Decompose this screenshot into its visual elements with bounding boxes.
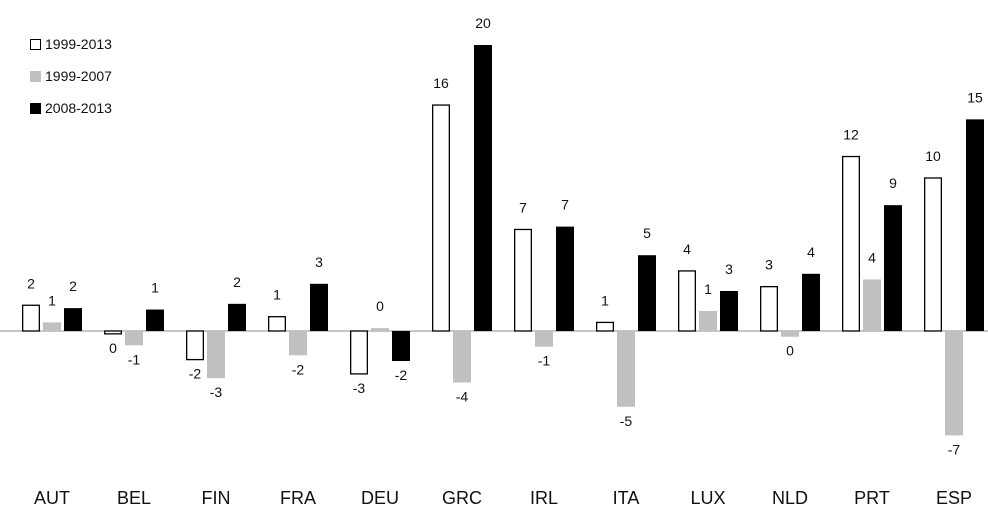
bar-grc-2008-2013 [474, 45, 492, 331]
bar-irl-1999-2013 [514, 228, 533, 332]
data-label-aut-2008-2013: 2 [69, 278, 77, 294]
category-label-irl: IRL [530, 488, 558, 508]
bar-fin-1999-2013 [185, 330, 204, 361]
bar-bel-1999-2013 [104, 330, 123, 335]
data-label-ita-1999-2007: -5 [620, 413, 633, 429]
bar-ita-1999-2013 [596, 321, 615, 332]
data-label-prt-1999-2013: 12 [843, 127, 859, 143]
bar-fin-2008-2013 [228, 303, 246, 331]
data-label-irl-2008-2013: 7 [561, 197, 569, 213]
bar-bel-1999-2007 [125, 331, 143, 346]
data-label-esp-1999-2007: -7 [948, 441, 961, 457]
category-label-bel: BEL [117, 488, 151, 508]
legend-swatch-1999-2013 [30, 38, 41, 50]
bar-esp-1999-2007 [945, 331, 963, 436]
bar-lux-1999-2007 [699, 310, 717, 331]
data-label-fra-1999-2007: -2 [292, 361, 305, 377]
bar-nld-2008-2013 [802, 273, 820, 331]
legend-swatch-2008-2013 [30, 102, 41, 114]
legend-item-2008-2013: 2008-2013 [30, 100, 112, 116]
bar-aut-1999-2013 [21, 304, 41, 332]
data-label-fra-2008-2013: 3 [315, 254, 323, 270]
data-label-prt-2008-2013: 9 [889, 175, 897, 191]
data-label-deu-1999-2013: -3 [353, 380, 366, 396]
category-label-nld: NLD [772, 488, 808, 508]
legend-label-2008-2013: 2008-2013 [45, 100, 112, 116]
bar-esp-2008-2013 [966, 119, 984, 331]
bar-grc-1999-2007 [453, 331, 471, 383]
bar-fin-1999-2007 [207, 331, 225, 379]
bar-prt-2008-2013 [884, 205, 902, 331]
data-label-grc-1999-2013: 16 [433, 75, 449, 91]
data-label-ita-1999-2013: 1 [601, 292, 609, 308]
bar-bel-2008-2013 [146, 309, 164, 331]
bar-fra-1999-2013 [267, 316, 286, 332]
data-label-bel-2008-2013: 1 [151, 280, 159, 296]
bar-fra-1999-2007 [289, 331, 307, 356]
bar-ita-2008-2013 [638, 255, 656, 331]
bar-nld-1999-2013 [760, 286, 779, 332]
bar-esp-1999-2013 [924, 177, 943, 332]
legend: 1999-2013 1999-2007 2008-2013 [30, 36, 112, 132]
category-label-lux: LUX [690, 488, 725, 508]
bar-aut-2008-2013 [64, 308, 82, 331]
legend-item-1999-2007: 1999-2007 [30, 68, 112, 84]
category-label-fra: FRA [280, 488, 316, 508]
bar-lux-1999-2013 [678, 270, 697, 332]
bar-deu-1999-2013 [349, 330, 368, 375]
data-label-fin-1999-2007: -3 [210, 384, 223, 400]
bar-grc-1999-2013 [431, 104, 450, 332]
legend-label-1999-2013: 1999-2013 [45, 36, 112, 52]
data-label-grc-1999-2007: -4 [456, 388, 469, 404]
bar-nld-1999-2007 [781, 331, 799, 337]
data-label-ita-2008-2013: 5 [643, 225, 651, 241]
bar-aut-1999-2007 [43, 322, 61, 331]
data-label-prt-1999-2007: 4 [868, 250, 876, 266]
data-label-nld-2008-2013: 4 [807, 244, 815, 260]
bar-prt-1999-2013 [842, 155, 861, 332]
data-label-lux-1999-2013: 4 [683, 241, 691, 257]
data-label-deu-1999-2007: 0 [376, 298, 384, 314]
data-label-irl-1999-2007: -1 [538, 353, 551, 369]
legend-label-1999-2007: 1999-2007 [45, 68, 112, 84]
bar-irl-2008-2013 [556, 226, 574, 331]
data-label-nld-1999-2007: 0 [786, 343, 794, 359]
data-label-lux-2008-2013: 3 [725, 261, 733, 277]
legend-item-1999-2013: 1999-2013 [30, 36, 112, 52]
data-label-esp-2008-2013: 15 [967, 89, 983, 105]
category-label-esp: ESP [936, 488, 972, 508]
bar-deu-1999-2007 [371, 328, 389, 331]
legend-swatch-1999-2007 [30, 70, 41, 82]
data-label-aut-1999-2007: 1 [48, 292, 56, 308]
data-label-fra-1999-2013: 1 [273, 287, 281, 303]
data-label-lux-1999-2007: 1 [704, 281, 712, 297]
category-label-grc: GRC [442, 488, 482, 508]
category-label-prt: PRT [854, 488, 890, 508]
data-label-irl-1999-2013: 7 [519, 199, 527, 215]
bar-prt-1999-2007 [863, 279, 881, 331]
category-label-deu: DEU [361, 488, 399, 508]
bar-fra-2008-2013 [310, 283, 328, 331]
category-label-ita: ITA [613, 488, 640, 508]
bar-irl-1999-2007 [535, 331, 553, 347]
category-label-fin: FIN [202, 488, 231, 508]
data-label-bel-1999-2013: 0 [109, 340, 117, 356]
data-label-bel-1999-2007: -1 [128, 351, 141, 367]
bar-lux-2008-2013 [720, 290, 738, 331]
data-label-esp-1999-2013: 10 [925, 148, 941, 164]
data-label-deu-2008-2013: -2 [395, 367, 408, 383]
category-label-aut: AUT [34, 488, 70, 508]
data-label-aut-1999-2013: 2 [27, 275, 35, 291]
data-label-fin-2008-2013: 2 [233, 274, 241, 290]
bar-deu-2008-2013 [392, 331, 410, 362]
data-label-fin-1999-2013: -2 [189, 366, 202, 382]
bar-ita-1999-2007 [617, 331, 635, 407]
data-label-grc-2008-2013: 20 [475, 15, 491, 31]
data-label-nld-1999-2013: 3 [765, 257, 773, 273]
